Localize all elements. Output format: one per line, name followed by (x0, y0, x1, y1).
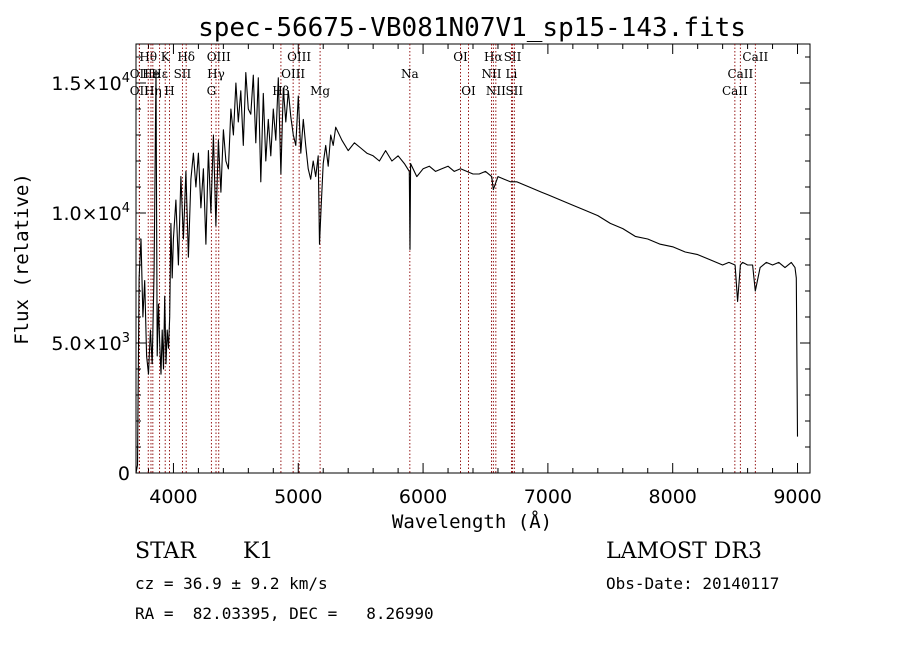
spectral-line-label: SII (504, 50, 522, 64)
spectral-line-label: Na (401, 67, 419, 81)
spectral-line-label: CaII (722, 84, 748, 98)
survey-name: LAMOST DR3 (606, 539, 762, 564)
spectral-line-label: Hθ (139, 50, 157, 64)
observation-date: Obs-Date: 20140117 (606, 574, 780, 593)
coordinates-line: RA = 82.03395, DEC = 8.26990 (135, 604, 434, 623)
spectral-line-label: CaII (742, 50, 768, 64)
spectral-line-label: Hδ (177, 50, 195, 64)
spectral-line-label: CaII (727, 67, 753, 81)
flux-line (135, 69, 799, 474)
object-subclass: K1 (243, 539, 274, 564)
spectral-line-label: OII (130, 67, 150, 81)
y-tick-label: 1.5×104 (51, 71, 130, 95)
x-tick-label: 4000 (149, 486, 197, 508)
spectral-line-label: Hε (151, 67, 168, 81)
spectral-line-label: SII (505, 84, 523, 98)
spectral-line-label: OIII (281, 67, 305, 81)
spectral-line-label: Hη (144, 84, 162, 98)
object-class: STAR (135, 539, 196, 564)
spectral-line-label: OIII (287, 50, 311, 64)
spectral-line-label: OII (130, 84, 150, 98)
spectral-line-label: H (164, 84, 174, 98)
y-tick-label: 0 (118, 463, 130, 485)
spectral-line-label: Hα (484, 50, 503, 64)
chart-title: spec-56675-VB081N07V1_sp15-143.fits (198, 13, 746, 43)
spectral-line-label: G (207, 84, 217, 98)
spectral-line-label: Mg (310, 84, 330, 98)
y-tick-label: 1.0×104 (51, 201, 130, 225)
x-tick-label: 9000 (773, 486, 821, 508)
x-tick-label: 7000 (524, 486, 572, 508)
spectral-line-label: Li (506, 67, 518, 81)
spectral-line-label: He (142, 67, 160, 81)
y-axis-label: Flux (relative) (11, 173, 33, 345)
spectral-line-label: NII (486, 84, 506, 98)
spectral-line-label: OIII (207, 50, 231, 64)
spectrum-chart: spec-56675-VB081N07V1_sp15-143.fits 4000… (11, 13, 822, 533)
x-tick-label: 6000 (399, 486, 447, 508)
spectral-line-label: NII (481, 67, 501, 81)
spectral-line-label: K (161, 50, 171, 64)
spectral-line-label: SII (174, 67, 192, 81)
spectral-line-label: Hβ (272, 84, 289, 98)
spectral-line-label: Hγ (207, 67, 225, 81)
y-axis: 0 5.0×103 1.0×104 1.5×104 (51, 56, 810, 485)
y-tick-label: 5.0×103 (51, 331, 130, 355)
spectral-line-label: OI (461, 84, 476, 98)
x-axis-label: Wavelength (Å) (392, 510, 552, 533)
x-tick-label: 8000 (649, 486, 697, 508)
x-axis: 4000 5000 6000 7000 8000 9000 (147, 44, 822, 508)
spectral-line-label: OI (453, 50, 468, 64)
x-tick-label: 5000 (274, 486, 322, 508)
redshift-line: cz = 36.9 ± 9.2 km/s (135, 574, 328, 593)
series-group (135, 69, 799, 474)
